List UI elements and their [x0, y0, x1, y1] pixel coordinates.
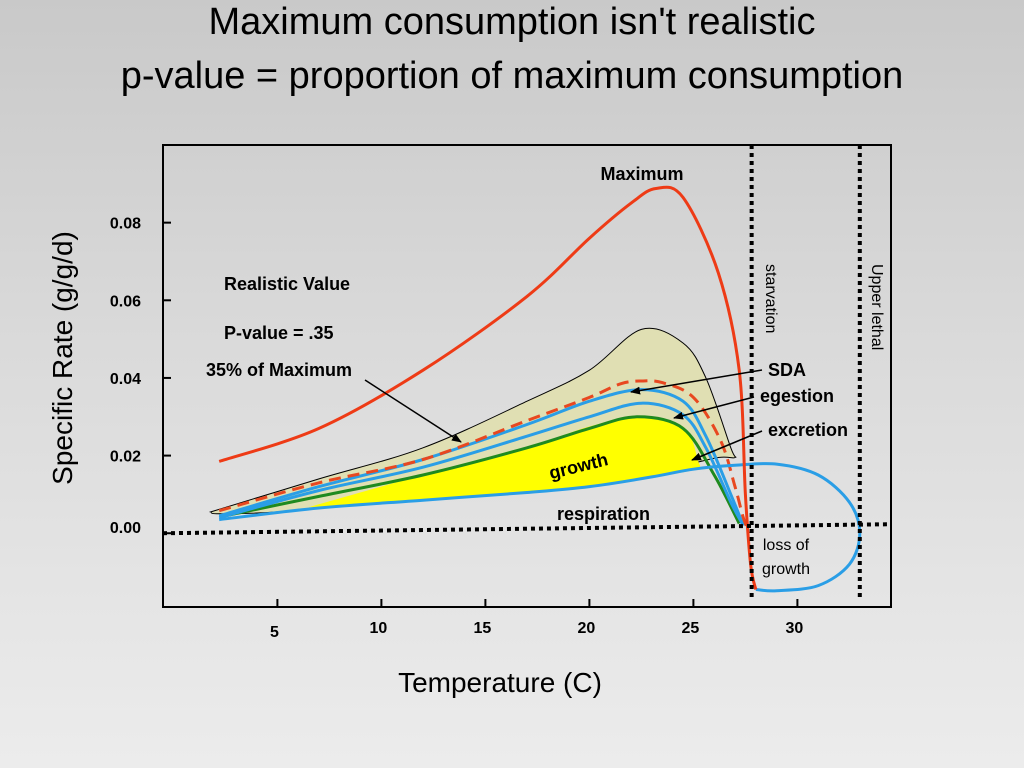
x-tick-label: 20	[578, 620, 596, 637]
label-realistic-value: Realistic Value	[224, 274, 350, 294]
sda-egestion-line	[218, 388, 745, 527]
label-loss-of-growth-2: growth	[762, 561, 810, 578]
y-tick-label: 0.00	[110, 520, 141, 537]
y-axis-label: Specific Rate (g/g/d)	[47, 231, 78, 485]
y-tick-label: 0.02	[110, 449, 141, 466]
label-sda: SDA	[768, 360, 806, 380]
arrow-sda	[630, 369, 763, 395]
zero-line	[162, 522, 892, 536]
x-tick-label: 25	[682, 620, 700, 637]
arrow-35-pct-max	[364, 379, 462, 443]
x-axis-ticks: 5 10 15 20 25 30	[270, 599, 803, 641]
x-axis-label: Temperature (C)	[398, 667, 602, 698]
x-tick-label: 15	[474, 620, 492, 637]
respiration-line	[219, 462, 862, 593]
chart-title-line-2: p-value = proportion of maximum consumpt…	[120, 55, 904, 97]
arrow-egestion	[673, 396, 755, 420]
arrow-excretion	[691, 430, 763, 461]
label-loss-of-growth-1: loss of	[763, 537, 810, 554]
label-starvation: starvation	[762, 264, 779, 333]
label-upper-lethal: Upper lethal	[868, 264, 885, 350]
label-egestion: egestion	[760, 386, 834, 406]
label-p-value: P-value = .35	[224, 323, 334, 343]
plot-frame	[162, 144, 892, 608]
chart-title-line-1: Maximum consumption isn't realistic	[208, 1, 816, 43]
growth-line	[225, 415, 741, 525]
label-maximum: Maximum	[600, 164, 683, 184]
y-tick-label: 0.04	[110, 371, 141, 388]
x-tick-label: 30	[786, 620, 804, 637]
realistic-consumption-line	[218, 379, 751, 534]
label-respiration: respiration	[557, 504, 650, 524]
label-excretion: excretion	[768, 420, 848, 440]
egestion-excretion-line	[218, 401, 745, 527]
x-tick-label: 10	[370, 620, 388, 637]
label-35-pct-max: 35% of Maximum	[206, 360, 352, 380]
y-tick-label: 0.08	[110, 216, 141, 233]
maximum-consumption-line	[218, 185, 758, 590]
y-tick-label: 0.06	[110, 293, 141, 310]
x-tick-label: 5	[270, 624, 279, 641]
y-axis-ticks: 0.00 0.02 0.04 0.06 0.08	[110, 216, 171, 537]
